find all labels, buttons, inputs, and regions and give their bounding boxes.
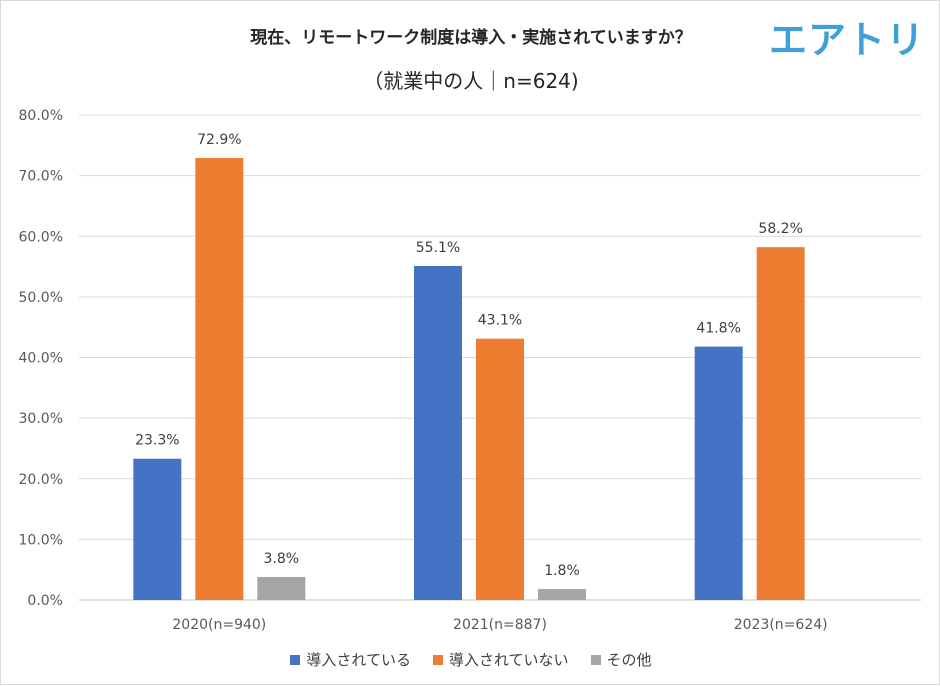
legend-swatch-series-1 <box>290 654 301 665</box>
x-tick-label: 2023(n=624) <box>734 617 828 633</box>
bar <box>414 265 462 600</box>
legend-item-series-3: その他 <box>590 649 652 670</box>
y-tick-label: 70.0% <box>19 169 63 185</box>
legend-swatch-series-3 <box>590 654 601 665</box>
y-tick-label: 50.0% <box>19 290 63 306</box>
chart-title: 現在、リモートワーク制度は導入・実施されていますか？ <box>250 28 692 48</box>
legend-label-series-1: 導入されている <box>306 651 411 669</box>
y-tick-label: 10.0% <box>19 532 63 548</box>
y-tick-label: 30.0% <box>19 411 63 427</box>
legend-label-series-3: その他 <box>606 651 652 669</box>
x-tick-label: 2021(n=887) <box>453 617 547 633</box>
data-label: 1.8% <box>544 563 580 579</box>
legend-item-series-1: 導入されている <box>290 649 411 670</box>
data-label: 3.8% <box>264 551 300 567</box>
bar <box>257 576 306 600</box>
data-label: 72.9% <box>197 132 241 148</box>
bar <box>538 589 586 600</box>
data-label: 41.8% <box>696 321 740 337</box>
bar <box>476 338 524 600</box>
bar <box>195 158 244 600</box>
y-tick-label: 80.0% <box>19 108 63 124</box>
bar <box>756 247 805 600</box>
brand-logo: エアトリ <box>768 18 925 62</box>
data-label: 58.2% <box>758 221 802 237</box>
y-tick-label: 40.0% <box>19 351 63 367</box>
legend-swatch-series-2 <box>432 654 443 665</box>
data-label: 55.1% <box>416 240 460 256</box>
legend-label-series-2: 導入されていない <box>448 651 569 669</box>
bar <box>694 346 743 600</box>
y-tick-label: 20.0% <box>19 472 63 488</box>
y-tick-label: 0.0% <box>27 593 63 609</box>
legend-item-series-2: 導入されていない <box>432 649 569 670</box>
data-label: 23.3% <box>135 433 179 449</box>
data-label: 43.1% <box>478 313 522 329</box>
x-tick-label: 2020(n=940) <box>172 617 266 633</box>
y-tick-label: 60.0% <box>19 229 63 245</box>
chart-legend: 導入されている 導入されていない その他 <box>1 649 940 670</box>
bar <box>133 458 182 600</box>
chart-subtitle: （就業中の人｜n=624) <box>363 69 579 93</box>
